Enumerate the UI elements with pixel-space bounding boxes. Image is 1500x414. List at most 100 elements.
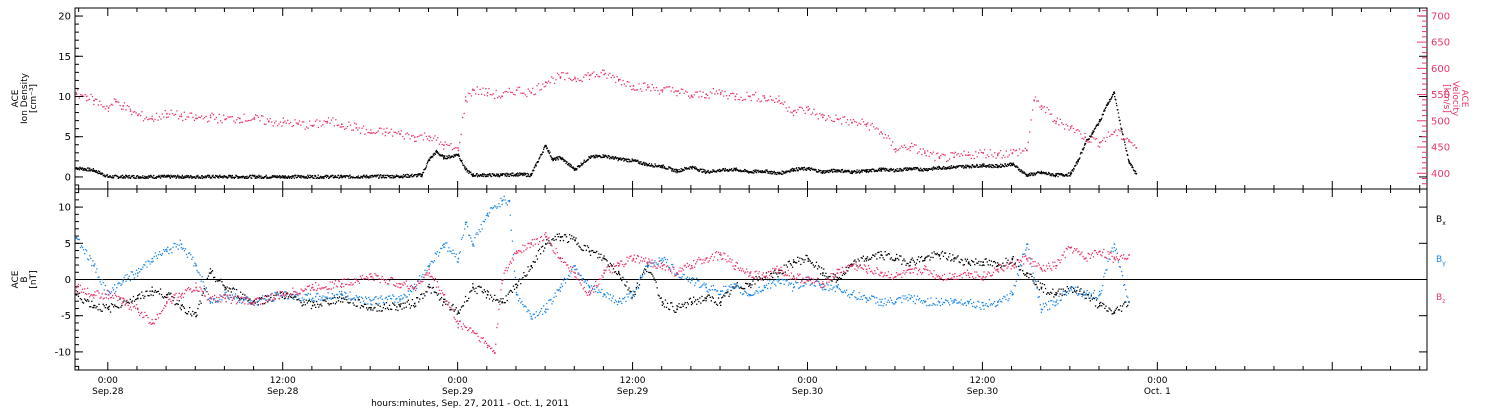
bx-point xyxy=(879,257,880,258)
density-point-anchor xyxy=(552,159,554,161)
density-point xyxy=(470,172,471,173)
velocity-point xyxy=(625,86,626,87)
velocity-point xyxy=(831,120,832,121)
density-point xyxy=(830,171,831,172)
by-point xyxy=(448,247,449,248)
bx-point xyxy=(1090,300,1091,301)
velocity-point xyxy=(442,144,443,145)
bx-point xyxy=(853,261,854,262)
density-point xyxy=(1101,119,1102,120)
velocity-point xyxy=(487,95,488,96)
velocity-point xyxy=(617,76,618,77)
velocity-point xyxy=(710,91,711,92)
velocity-point-anchor xyxy=(851,122,853,124)
bx-point xyxy=(482,291,483,292)
by-point xyxy=(382,299,383,300)
velocity-point xyxy=(351,130,352,131)
bx-point xyxy=(693,297,694,298)
velocity-point xyxy=(735,99,736,100)
by-point xyxy=(317,293,318,294)
density-point xyxy=(620,157,621,158)
density-point xyxy=(1072,169,1073,170)
density-point xyxy=(893,169,894,170)
velocity-point xyxy=(790,112,791,113)
bx-point xyxy=(997,262,998,263)
velocity-point xyxy=(120,105,121,106)
by-point xyxy=(126,281,127,282)
by-point xyxy=(543,305,544,306)
bx-point xyxy=(98,304,99,305)
velocity-point xyxy=(198,117,199,118)
density-point xyxy=(1103,114,1104,115)
bx-point xyxy=(403,303,404,304)
velocity-point xyxy=(902,147,903,148)
velocity-point xyxy=(643,83,644,84)
by-point xyxy=(183,248,184,249)
density-point xyxy=(1005,163,1006,164)
bx-point xyxy=(663,303,664,304)
velocity-point xyxy=(547,82,548,83)
density-point xyxy=(113,177,114,178)
bx-point xyxy=(652,275,653,276)
by-point xyxy=(727,289,728,290)
bx-point xyxy=(947,259,948,260)
density-point xyxy=(588,159,589,160)
velocity-point xyxy=(214,119,215,120)
bx-point xyxy=(421,293,422,294)
velocity-point xyxy=(1111,134,1112,135)
by-point xyxy=(696,278,697,279)
bx-point xyxy=(600,254,601,255)
velocity-point xyxy=(420,134,421,135)
velocity-point xyxy=(255,114,256,115)
density-point xyxy=(664,166,665,167)
velocity-point xyxy=(522,93,523,94)
velocity-point xyxy=(248,120,249,121)
by-point xyxy=(684,274,685,275)
velocity-point xyxy=(770,96,771,97)
density-point-anchor xyxy=(574,169,576,171)
by-point xyxy=(190,254,191,255)
bx-point xyxy=(937,253,938,254)
velocity-point xyxy=(590,74,591,75)
density-point xyxy=(323,178,324,179)
bx-point xyxy=(517,285,518,286)
bx-point xyxy=(456,307,457,308)
density-point xyxy=(831,169,832,170)
density-point xyxy=(629,159,630,160)
velocity-point xyxy=(558,74,559,75)
by-point xyxy=(166,249,167,250)
bx-point xyxy=(911,259,912,260)
density-point xyxy=(977,165,978,166)
velocity-point xyxy=(824,115,825,116)
bx-point xyxy=(902,260,903,261)
velocity-point xyxy=(775,98,776,99)
by-point xyxy=(487,213,488,214)
velocity-point xyxy=(773,100,774,101)
bx-point xyxy=(305,304,306,305)
density-point xyxy=(1017,167,1018,168)
by-point xyxy=(94,263,95,264)
velocity-point xyxy=(296,122,297,123)
bx-point xyxy=(930,257,931,258)
velocity-point xyxy=(159,116,160,117)
bx-point xyxy=(1108,307,1109,308)
bx-point xyxy=(870,259,871,260)
velocity-point xyxy=(545,86,546,87)
bx-point xyxy=(184,308,185,309)
velocity-point xyxy=(624,83,625,84)
velocity-point xyxy=(947,160,948,161)
bx-point xyxy=(1088,294,1089,295)
density-point xyxy=(566,162,567,163)
bx-point xyxy=(318,306,319,307)
velocity-point-anchor xyxy=(589,75,591,77)
bx-point xyxy=(711,300,712,301)
density-point xyxy=(462,163,463,164)
by-point xyxy=(178,248,179,249)
velocity-point xyxy=(331,120,332,121)
velocity-point xyxy=(160,118,161,119)
bx-point xyxy=(817,268,818,269)
by-point xyxy=(757,291,758,292)
velocity-point xyxy=(166,117,167,118)
velocity-point xyxy=(278,123,279,124)
by-point xyxy=(739,287,740,288)
